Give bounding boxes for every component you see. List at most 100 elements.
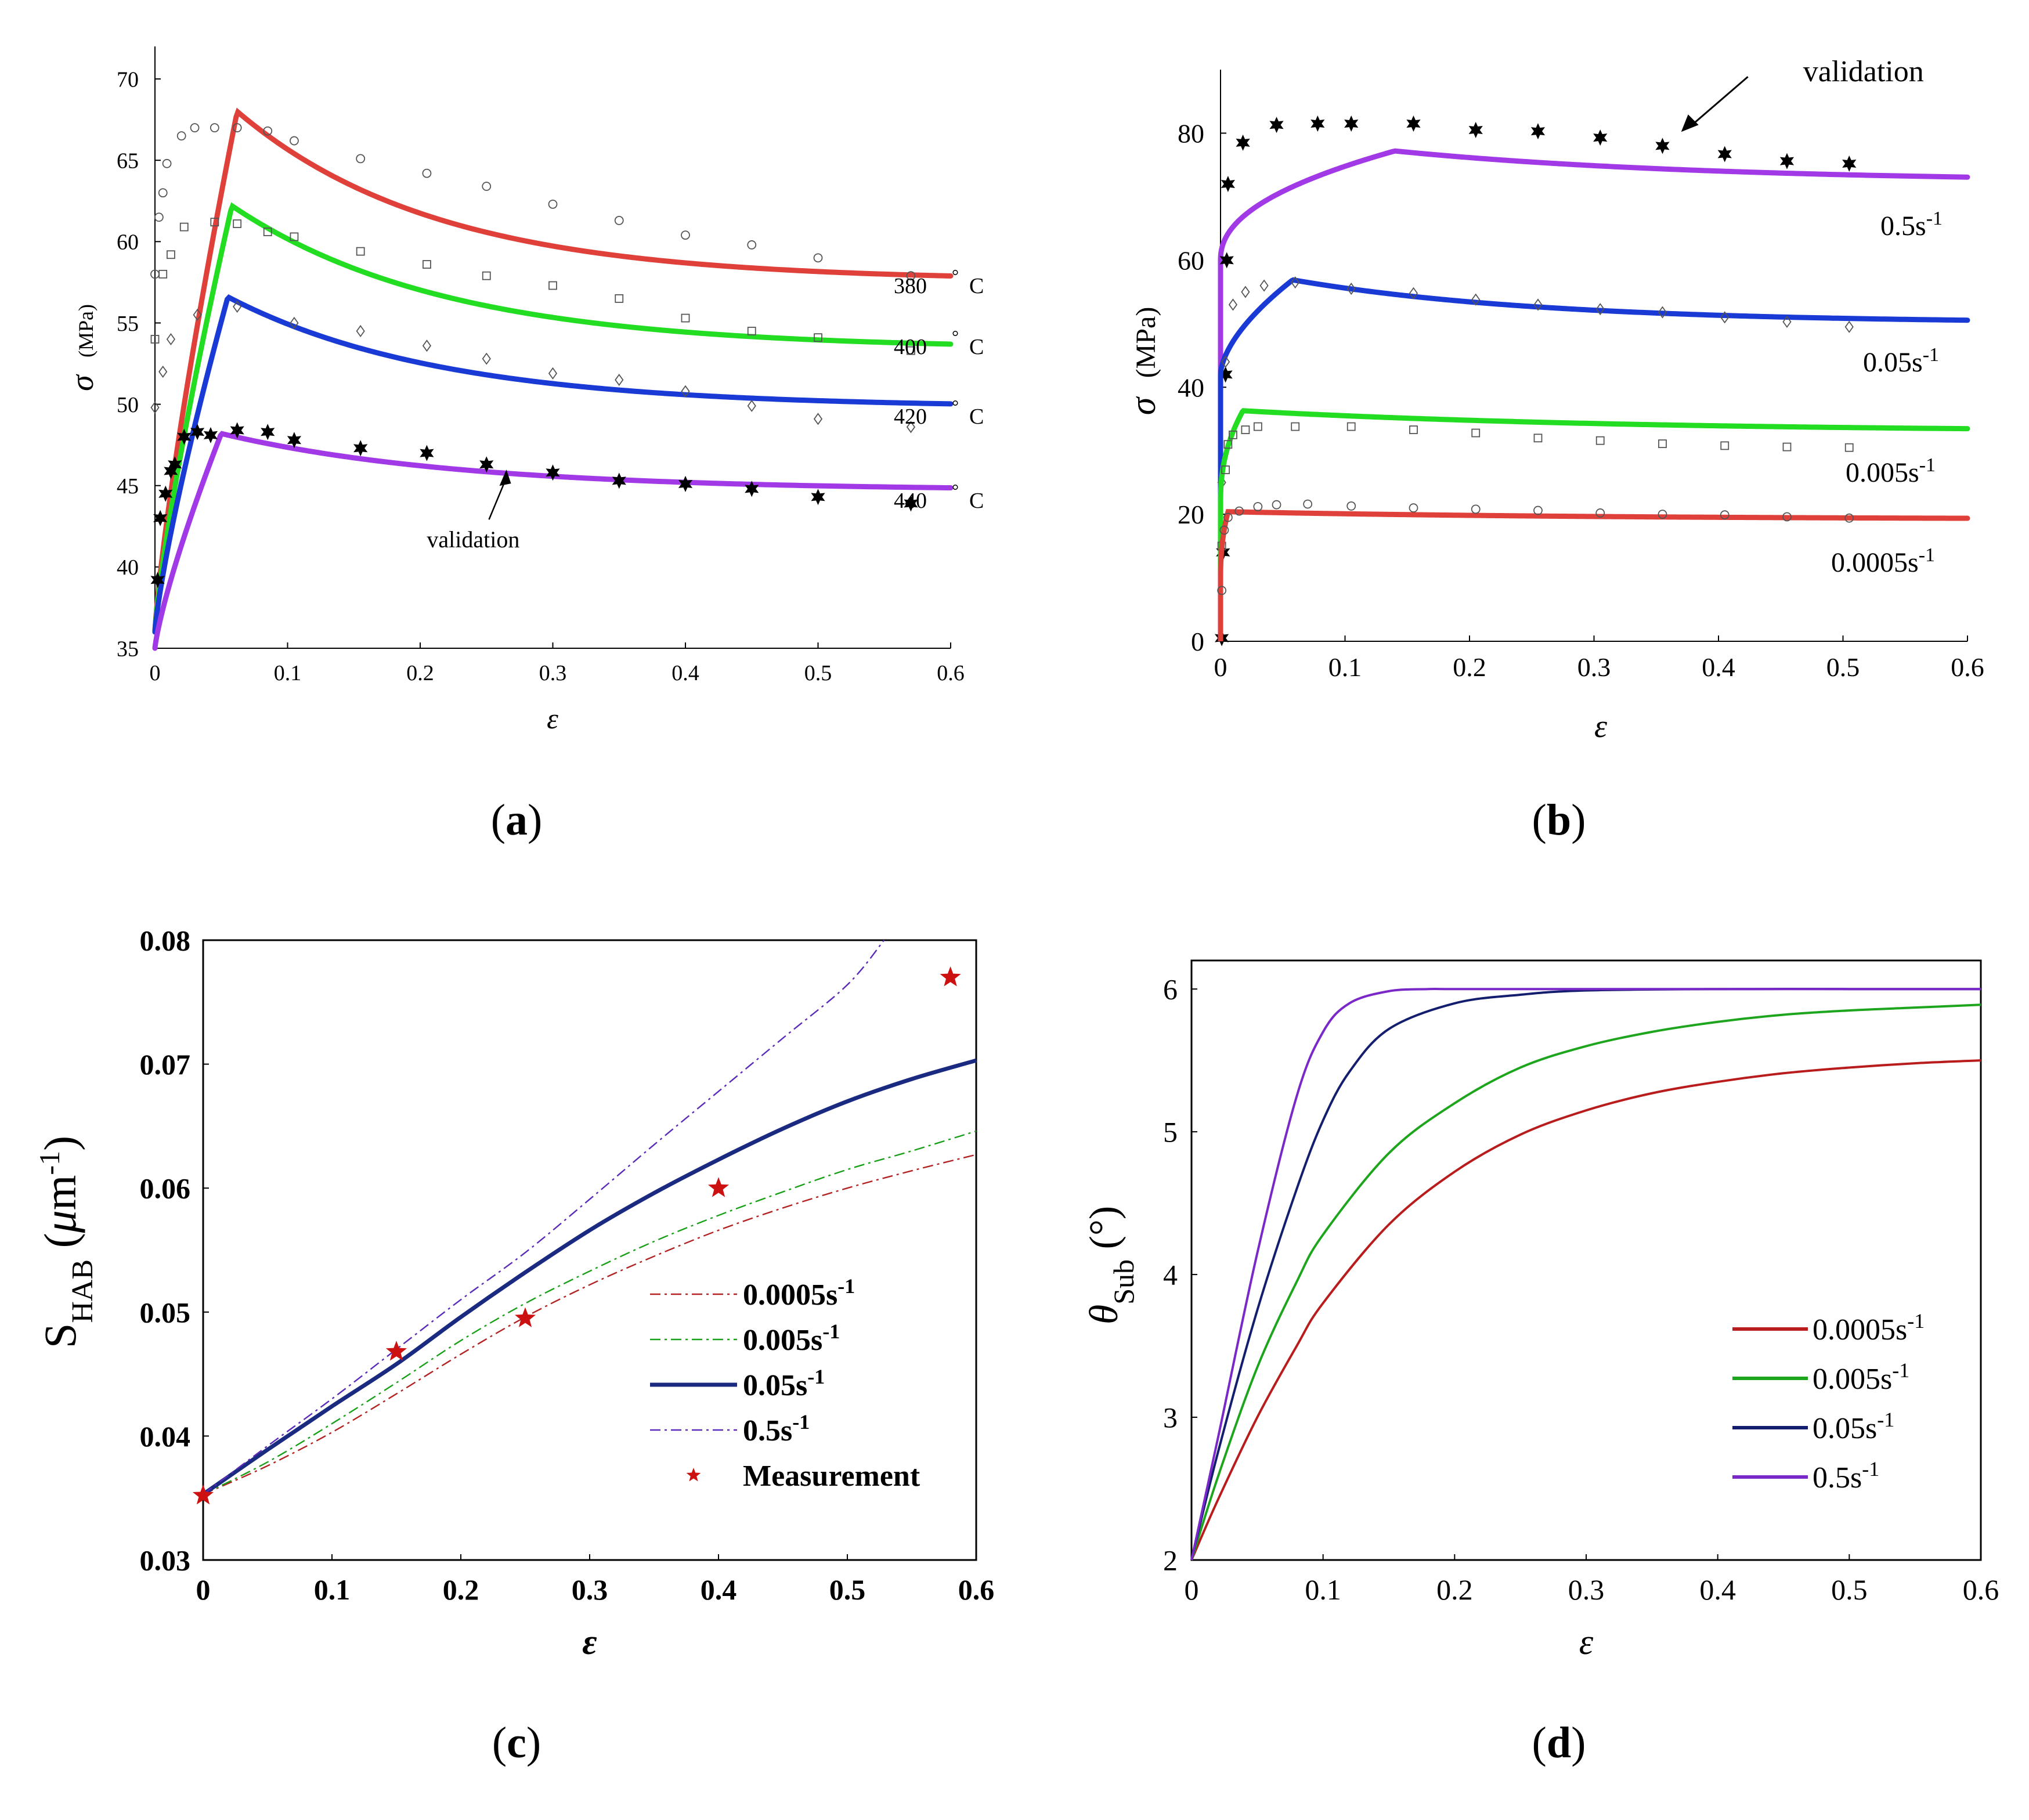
panel-d-y-tick-label: 3 <box>1163 1402 1178 1434</box>
panel-d-x-tick-label: 0.1 <box>1305 1573 1341 1606</box>
panel-a-point-380 <box>190 123 200 133</box>
panel-a-point-440 <box>353 440 368 457</box>
panel-d-x-axis-title: ε <box>1579 1623 1594 1662</box>
panel-d-x-tick-label: 0.2 <box>1436 1573 1473 1606</box>
panel-c-line-0.05s <box>202 1058 977 1496</box>
panel-a-series-unit: C <box>969 489 984 513</box>
panel-b-point-0.5s <box>1779 153 1795 169</box>
panel-d-x-tick-label: 0.6 <box>1963 1573 1999 1606</box>
panel-a-point-380 <box>482 182 492 191</box>
panel-d-legend-label-exponent: -1 <box>1892 1359 1909 1382</box>
panel-a-series-unit-degree: ° <box>952 481 959 500</box>
panel-a-point-440 <box>158 485 173 502</box>
panel-b-y-unit: (MPa) <box>1131 307 1161 378</box>
panel-a-chart: 0 0.1 0.2 0.3 0.4 0.5 0.6 35 40 45 50 55 60 65 70 ε σ (MP… <box>64 46 984 735</box>
panel-a-line-380 <box>152 107 954 635</box>
panel-a-point-420 <box>166 333 176 346</box>
panel-a-point-420 <box>150 401 160 414</box>
panel-a-point-400 <box>814 333 822 342</box>
panel-a-x-tick-label: 0.6 <box>937 661 965 685</box>
panel-b-x-tick-label: 0.5 <box>1826 652 1860 682</box>
panel-a-point-400 <box>423 260 431 269</box>
panel-d-legend-label: 0.0005s-1 <box>1813 1309 1925 1346</box>
panel-a-point-440 <box>177 428 192 445</box>
panel-a-point-440 <box>153 510 168 526</box>
panel-c-legend-label-base: 0.05s <box>743 1369 807 1402</box>
panel-b-point-0.5s <box>1219 252 1234 269</box>
panel-b-point-0.5s <box>1530 123 1546 140</box>
panel-a-series-400: 400 ° C <box>150 202 984 635</box>
panel-c-y-tick-label: 0.07 <box>140 1048 191 1081</box>
panel-c-legend: 0.0005s-10.005s-10.05s-10.5s-1Measuremen… <box>650 1274 920 1493</box>
panel-c-legend-label-base: 0.005s <box>743 1324 822 1357</box>
panel-b-point-0.005s <box>1291 422 1300 431</box>
panel-b-point-0.05s <box>1471 293 1481 306</box>
panel-b-point-0.05s <box>1291 276 1300 289</box>
panel-c-x-tick-label: 0 <box>196 1573 211 1606</box>
panel-c-legend-label-exponent: -1 <box>822 1320 840 1343</box>
panel-b-point-0.0005s <box>1234 506 1244 516</box>
panel-b-point-0.5s <box>1655 138 1670 154</box>
panel-a-point-420 <box>422 340 432 352</box>
panel-a-point-380 <box>162 158 172 168</box>
panel-b-chart: 0 0.1 0.2 0.3 0.4 0.5 0.6020406080εσ(MPa)0.5s-… <box>1124 55 1984 745</box>
panel-a-point-440 <box>261 424 275 440</box>
panel-b-point-0.5s <box>1236 134 1250 151</box>
panel-b-y-tick-label: 0 <box>1191 627 1204 656</box>
panel-c-y-label-part: S <box>35 1323 85 1348</box>
panel-b-line-0.05s <box>1218 277 1970 377</box>
panel-a-point-380 <box>154 212 164 222</box>
panel-a-y-tick-label: 65 <box>117 149 139 173</box>
panel-d-legend-label-base: 0.005s <box>1813 1363 1892 1396</box>
panel-a-point-440 <box>203 427 218 443</box>
panel-c-y-tick-label: 0.03 <box>140 1544 191 1577</box>
panel-a-point-420 <box>747 399 756 412</box>
panel-c-legend-label-base: 0.5s <box>743 1414 792 1447</box>
panel-b-point-0.005s <box>1253 422 1262 431</box>
panel-a-point-380 <box>422 168 432 178</box>
panel-b-point-0.05s <box>1259 279 1269 292</box>
panel-a-series-label: 380 <box>894 274 927 298</box>
panel-b-point-0.05s <box>1595 303 1605 316</box>
panel-a-line-420 <box>152 294 954 635</box>
panel-d-line-0.5s <box>1190 987 1981 1561</box>
panel-a-point-440 <box>678 475 693 492</box>
panel-b-point-0.0005s <box>1253 502 1263 511</box>
panel-a-point-400 <box>548 281 557 290</box>
panel-b-x-tick-label: 0.6 <box>1951 652 1984 682</box>
panel-b-y-symbol: σ <box>1124 396 1163 415</box>
panel-b-point-0.5s <box>1218 366 1233 383</box>
panel-c-line-0.0005s <box>203 1154 977 1495</box>
panel-b-caption-letter: b <box>1546 796 1572 844</box>
panel-b-series-0.005s: 0.005s-1 <box>1217 408 1970 641</box>
panel-c-line-0.5s <box>203 940 885 1495</box>
panel-a-line-440 <box>152 431 954 651</box>
panel-a-point-380 <box>158 188 168 198</box>
panel-b-line-0.5s <box>1218 148 1970 263</box>
panel-d-legend-label: 0.05s-1 <box>1813 1408 1894 1445</box>
panel-b-x-tick-label: 0.4 <box>1702 652 1735 682</box>
panel-c-y-label-part: -1 <box>33 1151 66 1175</box>
panel-b-y-tick-label: 40 <box>1178 373 1204 402</box>
panel-b-point-0.05s <box>1346 283 1356 295</box>
panel-a-series-unit-degree-exponent: ° <box>952 327 959 346</box>
panel-b-point-0.5s <box>1269 117 1284 133</box>
panel-b-x-tick-label: 0 <box>1214 652 1227 682</box>
panel-a-caption: (a) <box>490 796 543 844</box>
panel-b-point-0.005s <box>1844 443 1854 452</box>
panel-b-point-0.005s <box>1221 465 1230 474</box>
panel-d-y-tick-label: 4 <box>1163 1259 1178 1291</box>
panel-c-legend-label: 0.5s-1 <box>743 1410 810 1447</box>
panel-b-series-label-exponent: -1 <box>1923 344 1939 366</box>
panel-b-point-0.0005s <box>1533 505 1543 515</box>
panel-b-point-0.005s <box>1223 440 1233 449</box>
panel-a-point-400 <box>179 222 189 232</box>
panel-d-chart: 0 0.1 0.2 0.3 0.4 0.5 0.6 2 3 4 5 6 ε θSub (°) 0.0005s… <box>1082 959 1999 1662</box>
panel-b-series-label-base: 0.0005s <box>1831 547 1919 578</box>
panel-b-point-0.5s <box>1468 121 1483 138</box>
panel-a-point-440 <box>420 445 434 461</box>
panel-a-x-tick-label: 0.5 <box>804 661 832 685</box>
panel-d-y-tick-label: 6 <box>1163 973 1178 1006</box>
panel-c-y-label-part: m <box>35 1175 85 1211</box>
panel-a-point-420 <box>233 300 242 313</box>
